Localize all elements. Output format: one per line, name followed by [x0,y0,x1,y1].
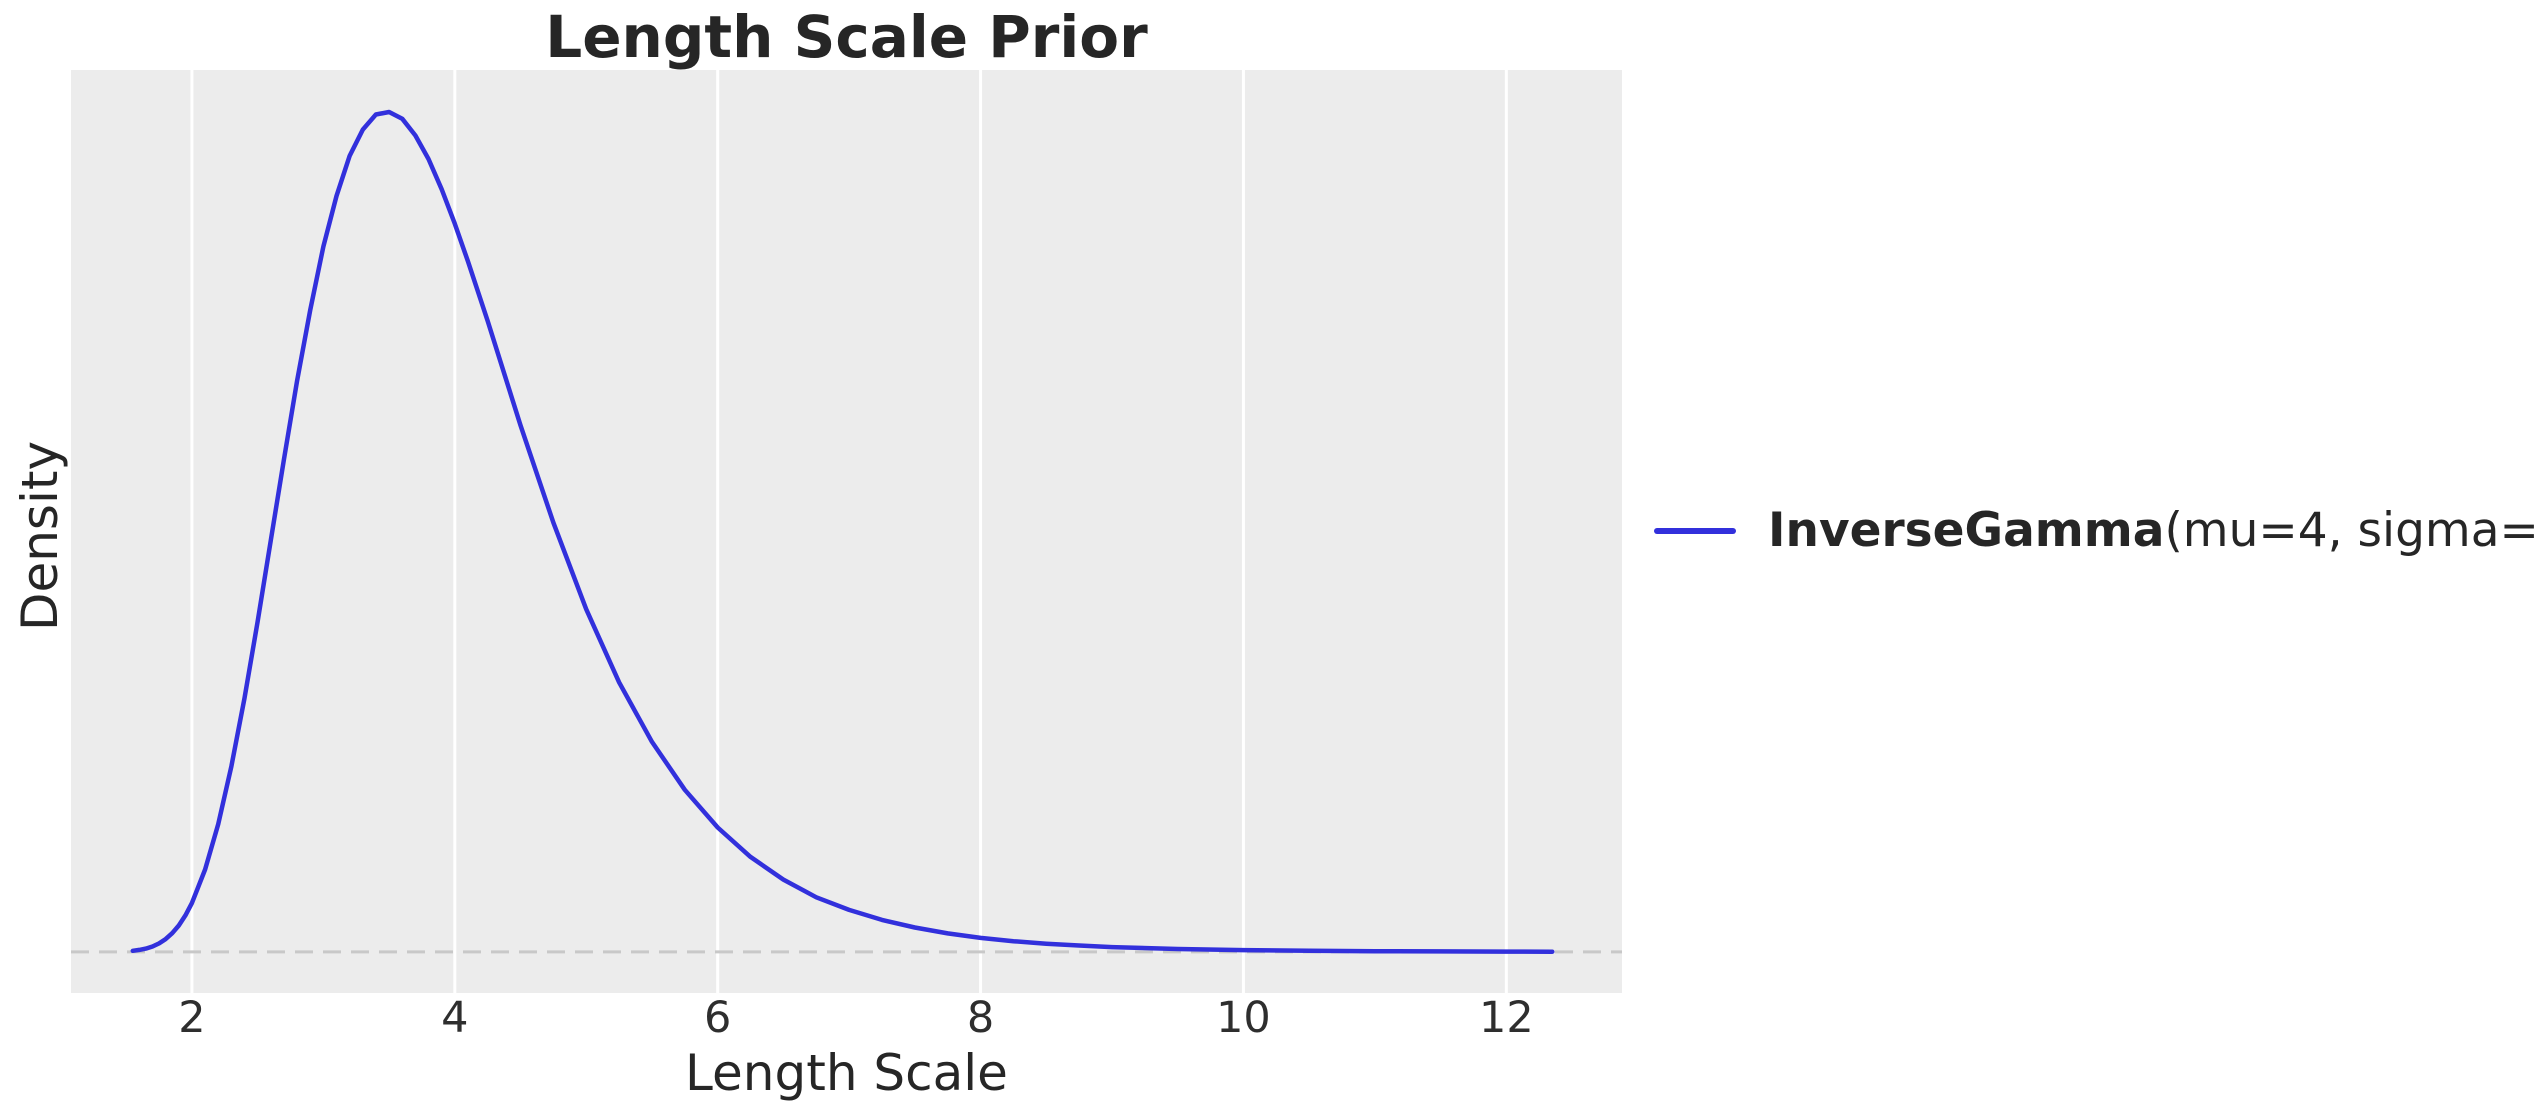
x-tick-label: 2 [178,993,206,1043]
x-tick-label: 10 [1216,993,1271,1043]
legend-label-parameters: (mu=4, sigma=1.14) [2164,503,2538,558]
x-tick-label: 4 [441,993,469,1043]
y-axis-label: Density [11,440,69,632]
x-tick-label: 6 [704,993,732,1043]
legend-label-distribution: InverseGamma [1768,503,2165,558]
x-axis-tick-row: 2 4 6 8 10 12 [0,995,2538,1047]
chart-title: Length Scale Prior [545,3,1148,71]
x-axis-label: Length Scale [685,1044,1008,1102]
plot-area [71,70,1622,993]
x-tick-label: 12 [1478,993,1534,1043]
x-tick-label: 8 [966,993,995,1043]
density-curve [130,109,1555,954]
legend-line-swatch [1654,528,1736,534]
density-plot-svg [71,70,1622,993]
legend-label: InverseGamma(mu=4, sigma=1.14) [1768,504,2538,558]
